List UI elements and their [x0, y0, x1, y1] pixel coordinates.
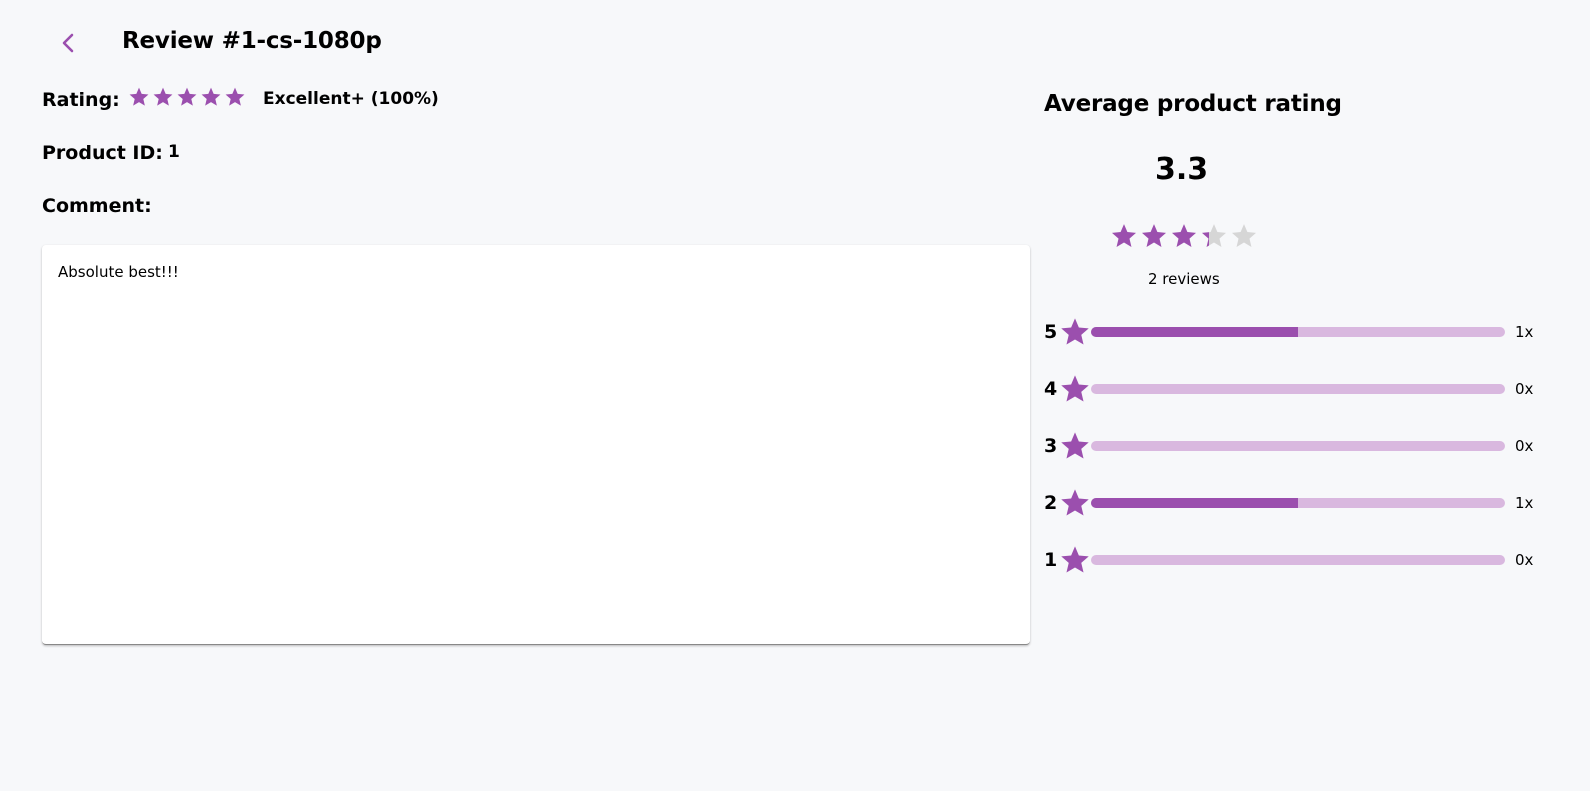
average-rating-stars — [1110, 222, 1258, 250]
comment-box: Absolute best!!! — [42, 245, 1030, 645]
back-button[interactable] — [52, 26, 84, 60]
rating-row-count: 1x — [1515, 323, 1534, 341]
star-icon — [1061, 432, 1089, 459]
star-icon — [1059, 373, 1091, 405]
rating-row-count: 0x — [1515, 437, 1534, 455]
rating-row-label: 2 — [1044, 492, 1058, 514]
rating-bar — [1091, 498, 1505, 508]
rating-row-4: 4 0x — [1044, 374, 1544, 404]
rating-row-label: 4 — [1044, 378, 1058, 400]
star-icon — [1141, 224, 1167, 247]
star-icon — [177, 87, 197, 106]
star-icon — [1061, 489, 1089, 516]
average-rating-title: Average product rating — [1044, 91, 1342, 117]
rating-bar — [1091, 384, 1505, 394]
rating-bar — [1091, 441, 1505, 451]
page-title: Review #1-cs-1080p — [122, 28, 382, 54]
rating-row-label: 3 — [1044, 435, 1058, 457]
rating-row-2: 2 1x — [1044, 488, 1544, 518]
star-icon — [1059, 487, 1091, 519]
rating-row-label: 1 — [1044, 549, 1058, 571]
average-rating-value: 3.3 — [1155, 152, 1209, 187]
rating-row-1: 1 0x — [1044, 545, 1544, 575]
rating-label: Rating: — [42, 89, 120, 111]
rating-bar — [1091, 555, 1505, 565]
star-icon — [201, 87, 221, 106]
star-icon — [1059, 430, 1091, 462]
product-id-value: 1 — [168, 142, 180, 162]
star-icon — [1201, 224, 1227, 247]
rating-row-3: 3 0x — [1044, 431, 1544, 461]
star-icon — [1061, 375, 1089, 402]
star-icon — [1231, 224, 1257, 247]
rating-stars — [128, 86, 246, 108]
star-icon — [1171, 224, 1197, 247]
star-icon — [1061, 318, 1089, 345]
product-id-label: Product ID: — [42, 142, 163, 164]
rating-text: Excellent+ (100%) — [263, 89, 439, 109]
review-count: 2 reviews — [1148, 270, 1220, 288]
rating-row-count: 0x — [1515, 551, 1534, 569]
rating-bar — [1091, 327, 1505, 337]
rating-row-count: 1x — [1515, 494, 1534, 512]
comment-text: Absolute best!!! — [58, 263, 179, 281]
rating-row-count: 0x — [1515, 380, 1534, 398]
star-icon — [1061, 546, 1089, 573]
rating-row-label: 5 — [1044, 321, 1058, 343]
star-icon — [129, 87, 149, 106]
rating-row-5: 5 1x — [1044, 317, 1544, 347]
star-icon — [1059, 316, 1091, 348]
rating-bar-fill — [1091, 498, 1298, 508]
star-icon — [1111, 224, 1137, 247]
star-icon — [225, 87, 245, 106]
chevron-left-icon — [62, 33, 74, 53]
star-icon — [1059, 544, 1091, 576]
rating-bar-fill — [1091, 327, 1298, 337]
star-icon — [153, 87, 173, 106]
comment-label: Comment: — [42, 195, 152, 217]
